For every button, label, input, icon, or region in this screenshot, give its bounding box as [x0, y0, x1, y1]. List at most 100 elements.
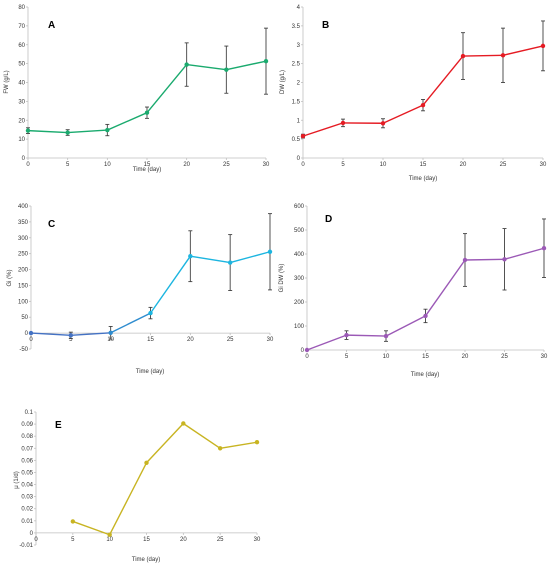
y-tick-label: 400	[18, 204, 29, 210]
series-line-segment	[502, 45, 544, 57]
y-tick-label: 3.5	[292, 24, 301, 30]
y-tick-label: 400	[294, 252, 305, 258]
x-tick-label: 25	[223, 162, 230, 168]
y-tick-label: 1	[297, 118, 301, 124]
y-axis-title: FW (g/L)	[4, 70, 10, 93]
chart-panel-b: 0 0.5 1 1.5 2 2.5 3 3.5 4 0 5 10 15 20 25 30 Time (day) D…	[280, 5, 547, 182]
series-line-segment	[190, 255, 231, 264]
x-tick-label: 10	[107, 337, 114, 343]
chart-panel-e: -0.0100.010.020.030.040.050.060.070.080.…	[14, 410, 261, 563]
y-axis-title: DW (g/L)	[280, 70, 286, 94]
y-tick-label: 200	[294, 300, 305, 306]
y-tick-label: 0	[22, 156, 26, 162]
x-tick-label: 10	[380, 162, 387, 168]
series-line-segment	[30, 332, 71, 337]
series-line-segment	[306, 334, 347, 351]
x-tick-label: 20	[180, 537, 187, 543]
panel-label: A	[48, 20, 55, 31]
x-tick-label: 25	[217, 537, 224, 543]
data-point	[541, 246, 547, 251]
x-tick-label: 15	[422, 354, 429, 360]
x-tick-label: 30	[267, 337, 274, 343]
data-point	[263, 58, 269, 64]
data-point	[383, 333, 389, 339]
y-tick-label: 500	[294, 228, 305, 234]
series-line-segment	[107, 112, 148, 131]
series-line-segment	[70, 332, 111, 337]
x-tick-label: 5	[66, 162, 70, 168]
y-tick-label: 2.5	[292, 62, 301, 68]
x-tick-label: 0	[26, 162, 30, 168]
x-axis-title: Time (day)	[133, 167, 161, 173]
y-tick-label: 0.5	[292, 137, 301, 143]
y-tick-label: 3	[297, 43, 301, 49]
data-point	[344, 332, 349, 338]
x-tick-label: 15	[147, 337, 154, 343]
series-line-segment	[110, 312, 151, 334]
x-tick-label: 25	[227, 337, 234, 343]
panel-label: D	[325, 214, 332, 225]
y-tick-label: 100	[294, 324, 305, 330]
data-point	[107, 532, 112, 537]
y-tick-label: 80	[18, 5, 25, 11]
y-tick-label: 150	[18, 283, 29, 289]
data-point	[423, 313, 428, 319]
y-tick-label: 0	[297, 156, 301, 162]
y-tick-label: 50	[18, 62, 25, 68]
y-tick-label: 30	[18, 99, 25, 105]
series-line-segment	[145, 423, 184, 464]
x-tick-label: 20	[187, 337, 194, 343]
y-tick-label: 0.04	[21, 483, 33, 489]
series-line-segment	[424, 259, 466, 317]
data-point	[380, 121, 386, 126]
data-point	[148, 310, 153, 316]
y-tick-label: 0.07	[21, 446, 33, 452]
x-tick-label: 0	[34, 537, 38, 543]
y-tick-label: -50	[19, 347, 28, 353]
y-tick-label: 20	[18, 118, 25, 124]
data-point	[25, 128, 31, 133]
y-tick-label: 0	[30, 531, 34, 537]
y-tick-label: 1.5	[292, 99, 301, 105]
y-tick-label: 300	[294, 276, 305, 282]
y-tick-label: 0.08	[21, 434, 33, 440]
series-line-segment	[186, 63, 227, 71]
data-point	[340, 120, 346, 126]
x-tick-label: 25	[500, 162, 507, 168]
y-tick-label: 0	[301, 348, 305, 354]
x-axis-title: Time (day)	[132, 557, 160, 563]
x-tick-label: 10	[383, 354, 390, 360]
x-axis-title: Time (day)	[411, 372, 439, 378]
data-point	[144, 110, 150, 115]
x-tick-label: 10	[104, 162, 111, 168]
data-point	[144, 460, 149, 465]
x-tick-label: 30	[254, 537, 261, 543]
series-line-segment	[67, 129, 108, 134]
x-tick-label: 5	[341, 162, 345, 168]
y-tick-label: 0.06	[21, 458, 33, 464]
y-tick-label: 0.02	[21, 507, 33, 513]
x-axis-title: Time (day)	[136, 369, 164, 375]
x-tick-label: 30	[540, 162, 547, 168]
data-point	[65, 130, 70, 135]
series-line-segment	[27, 129, 68, 134]
y-tick-label: 10	[18, 137, 25, 143]
series-line-segment	[109, 462, 148, 536]
data-point	[540, 43, 546, 49]
x-axis-title: Time (day)	[409, 176, 437, 182]
series-line-segment	[229, 251, 271, 264]
data-point	[217, 446, 223, 451]
data-point	[181, 421, 186, 426]
data-point	[224, 67, 229, 72]
y-tick-label: 0.01	[21, 519, 33, 525]
x-tick-label: 0	[305, 354, 309, 360]
x-tick-label: 25	[501, 354, 508, 360]
series-line-segment	[220, 441, 258, 449]
y-tick-label: 0.09	[21, 422, 33, 428]
series-line-segment	[462, 54, 504, 57]
y-tick-label: 350	[18, 220, 29, 226]
x-tick-label: 0	[29, 337, 33, 343]
y-tick-label: 100	[18, 299, 29, 305]
